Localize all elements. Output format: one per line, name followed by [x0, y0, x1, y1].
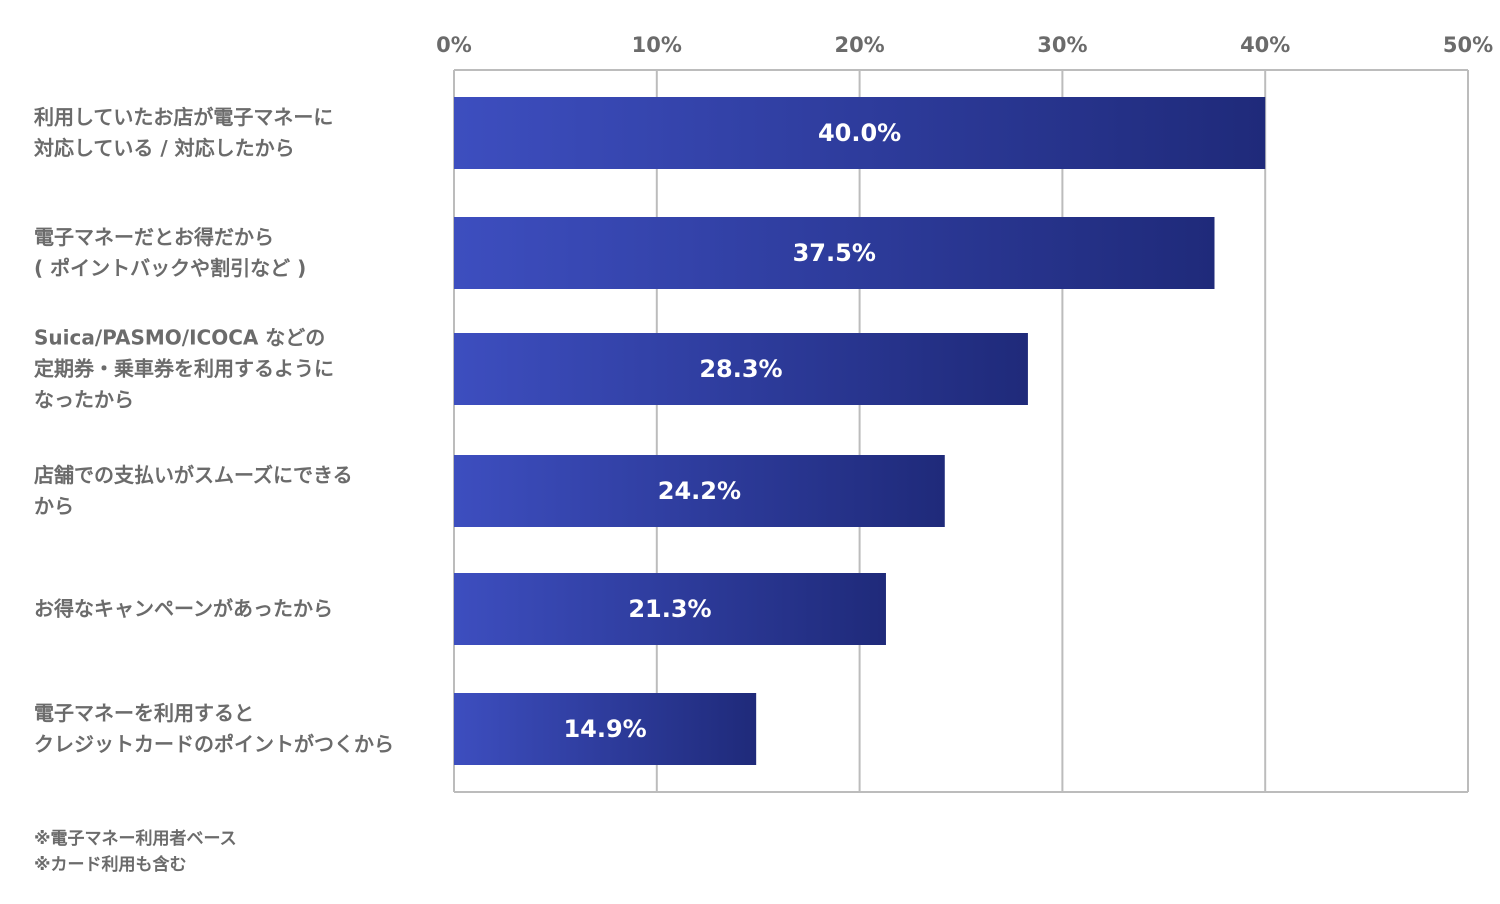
x-tick-label: 30%	[1037, 33, 1087, 57]
bar	[454, 693, 757, 765]
x-axis-ticks: 0% 10% 20% 30% 40% 50%	[436, 33, 1493, 57]
footnote: ※電子マネー利用者ベース	[34, 829, 237, 849]
x-tick-label: 50%	[1443, 33, 1493, 57]
bars: 40.0% 37.5% 28.3% 24.2% 21.3% 14.9%	[454, 97, 1266, 765]
category-label: 電子マネーだとお得だから ( ポイントバックや割引など )	[34, 225, 307, 280]
bar	[454, 333, 1028, 405]
bar	[454, 97, 1266, 169]
bar-value-label: 40.0%	[818, 119, 901, 147]
x-tick-label: 40%	[1240, 33, 1290, 57]
bar	[454, 573, 886, 645]
category-label: 利用していたお店が電子マネーに 対応している / 対応したから	[34, 105, 334, 160]
bar-value-label: 37.5%	[793, 239, 876, 267]
x-tick-label: 20%	[834, 33, 884, 57]
footnotes: ※電子マネー利用者ベース ※カード利用も含む	[34, 826, 237, 878]
bar-value-label: 14.9%	[563, 715, 646, 743]
category-label: 電子マネーを利用すると クレジットカードのポイントがつくから	[34, 701, 394, 756]
bar	[454, 455, 945, 527]
bar-value-label: 21.3%	[628, 595, 711, 623]
bar-value-label: 24.2%	[658, 477, 741, 505]
footnote: ※カード利用も含む	[34, 855, 187, 875]
x-tick-label: 0%	[436, 33, 472, 57]
gridlines	[453, 69, 1469, 793]
bar-value-label: 28.3%	[699, 355, 782, 383]
category-label: お得なキャンペーンがあったから	[34, 596, 333, 621]
category-label: 店舗での支払いがスムーズにできる から	[34, 463, 353, 518]
x-tick-label: 10%	[632, 33, 682, 57]
category-label: Suica/PASMO/ICOCA などの 定期券・乗車券を利用するように なっ…	[34, 325, 334, 412]
bar	[454, 217, 1215, 289]
